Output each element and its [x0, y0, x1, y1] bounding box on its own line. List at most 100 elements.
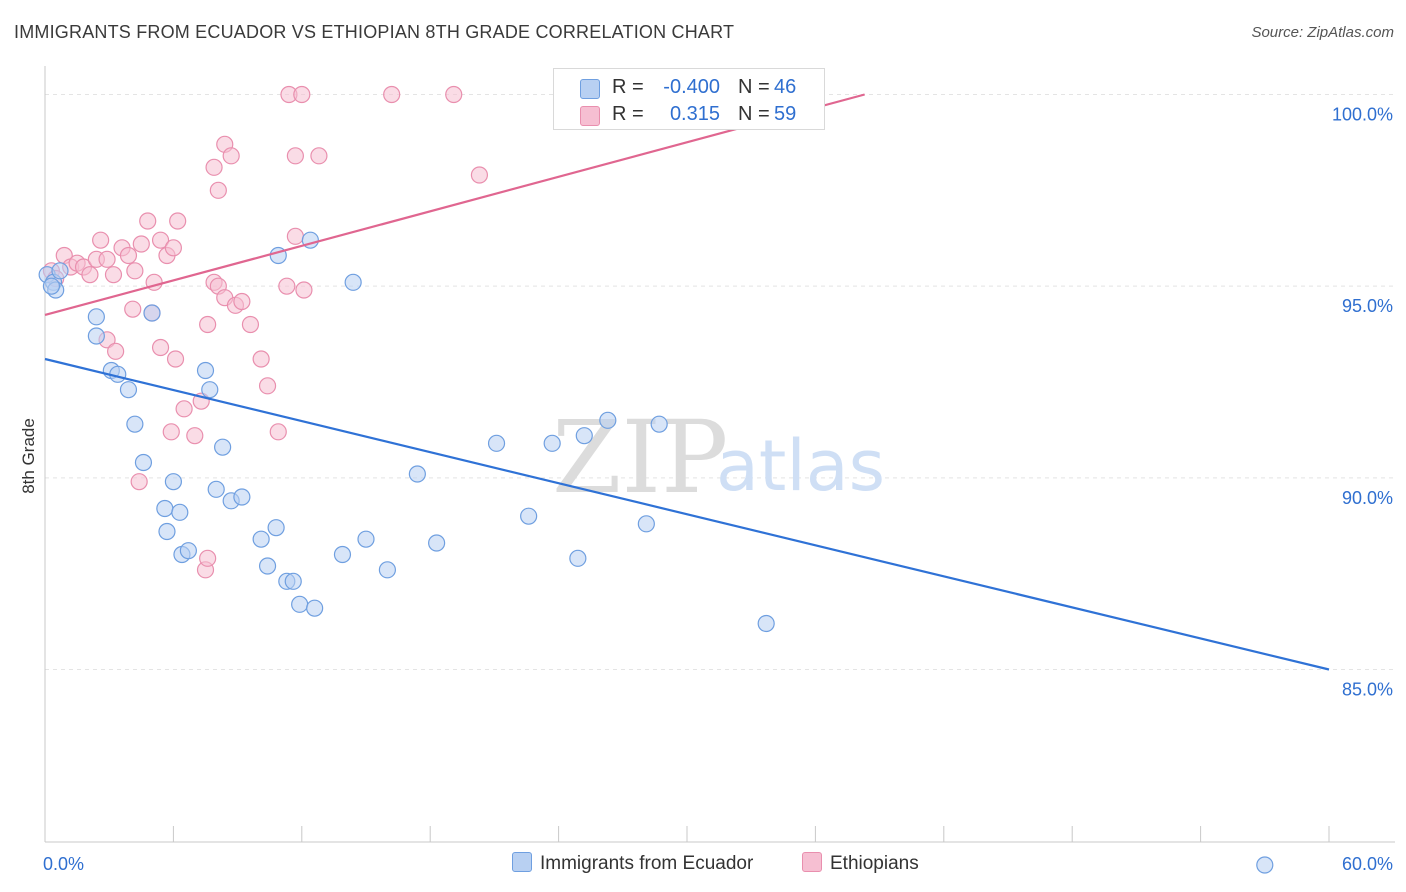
ecuador-point	[757, 614, 775, 633]
ecuador-point	[408, 465, 426, 483]
ecuador-point	[569, 549, 587, 567]
ecuador-point	[267, 519, 285, 537]
ecuador-point	[487, 434, 506, 452]
x-tick-label: 0.0%	[43, 854, 84, 874]
ethiopians-point	[164, 239, 182, 257]
ethiopians-point	[286, 147, 304, 165]
ethiopians-point	[205, 158, 223, 176]
ecuador-point	[428, 534, 446, 552]
ethiopians-point	[98, 250, 116, 268]
ecuador-point	[637, 515, 655, 533]
ethiopians-point	[104, 266, 123, 284]
ethiopians-point	[139, 212, 157, 230]
ethiopians-point	[295, 281, 313, 299]
ethiopians-point	[445, 85, 463, 104]
ecuador-point	[207, 480, 225, 498]
ethiopians-point	[222, 147, 240, 165]
grid-lines	[45, 94, 1395, 670]
ethiopians-point	[124, 300, 142, 318]
ecuador-point	[164, 473, 182, 491]
trend-lines	[44, 93, 1330, 671]
ethiopians-point	[293, 85, 311, 104]
legend-row-ecuador: R = -0.400 N = 46	[554, 73, 824, 101]
ethiopians-point	[175, 400, 193, 418]
ethiopians-point	[107, 342, 125, 360]
ecuador-swatch	[580, 79, 600, 99]
ethiopians-point	[258, 377, 277, 395]
ecuador-point	[126, 415, 144, 433]
ecuador-point	[378, 561, 396, 579]
ethiopians-point	[162, 423, 180, 441]
ethiopians-point	[166, 350, 185, 368]
ethiopians-legend-label: Ethiopians	[830, 853, 919, 874]
ethiopians-point	[269, 423, 287, 441]
ecuador-point	[87, 308, 105, 326]
ecuador-point	[51, 262, 69, 280]
ecuador-point	[258, 557, 277, 575]
ethiopians-point	[383, 85, 401, 104]
ecuador-point	[42, 277, 61, 295]
y-tick-label: 90.0%	[1342, 488, 1393, 508]
bottom-legend-ecuador[interactable]: Immigrants from Ecuador	[512, 852, 753, 875]
ethiopians-legend-swatch	[802, 852, 822, 872]
ecuador-point	[119, 381, 138, 399]
ecuador-point	[201, 381, 219, 399]
watermark-zip: ZIP	[552, 399, 728, 516]
ethiopians-point	[233, 292, 251, 311]
source-credit: Source: ZipAtlas.com	[1251, 24, 1394, 41]
ecuador-point	[291, 595, 309, 613]
n-label: N =	[738, 76, 770, 98]
ethiopians-swatch	[580, 106, 600, 126]
ethiopians-point	[286, 227, 304, 245]
ecuador-point	[171, 503, 189, 521]
ethiopians-point	[278, 277, 296, 295]
ecuador-point	[233, 488, 251, 506]
y-tick-label: 85.0%	[1342, 680, 1393, 700]
ecuador-point	[214, 438, 232, 456]
r-value: -0.400	[663, 76, 720, 98]
ecuador-point	[650, 415, 668, 433]
ethiopians-point	[81, 266, 99, 284]
ecuador-point	[1256, 856, 1274, 874]
ecuador-trend-line	[44, 357, 1330, 671]
r-label: R =	[612, 103, 644, 125]
ecuador-point	[333, 545, 352, 564]
y-tick-label: 95.0%	[1342, 296, 1393, 316]
y-tick-label: 100.0%	[1332, 105, 1393, 125]
ecuador-legend-label: Immigrants from Ecuador	[540, 853, 754, 874]
y-axis-label: 8th Grade	[19, 418, 38, 494]
ecuador-point	[284, 572, 302, 590]
ecuador-legend-swatch	[512, 852, 532, 872]
ethiopians-trend-line	[44, 93, 865, 316]
ethiopians-point	[470, 166, 489, 184]
ecuador-point	[599, 411, 617, 429]
n-value: 46	[774, 76, 797, 98]
ethiopians-point	[151, 338, 170, 357]
ecuador-point	[306, 599, 324, 617]
ecuador-point	[357, 530, 375, 548]
legend-row-ethiopians: R = 0.315 N = 59	[554, 100, 824, 128]
ecuador-point	[134, 453, 153, 472]
ethiopians-point	[92, 231, 110, 249]
ecuador-point	[196, 361, 215, 380]
bottom-legend-ethiopians[interactable]: Ethiopians	[802, 852, 919, 875]
ecuador-point	[575, 427, 593, 445]
ethiopians-point	[199, 549, 217, 567]
ecuador-point	[344, 273, 362, 291]
ethiopians-point	[186, 427, 204, 445]
ecuador-point	[158, 522, 176, 541]
ethiopians-point	[126, 262, 144, 280]
x-tick-label: 60.0%	[1342, 854, 1393, 874]
ethiopians-point	[310, 147, 328, 165]
ecuador-point	[252, 530, 270, 548]
ethiopians-point	[119, 246, 138, 265]
ecuador-points	[38, 231, 1274, 874]
ethiopians-point	[169, 212, 187, 230]
stats-legend: R = -0.400 N = 46 R = 0.315 N = 59	[553, 68, 825, 130]
ethiopians-point	[130, 473, 148, 491]
tick-labels: 85.0% 90.0% 95.0% 100.0% 0.0% 60.0%	[43, 105, 1393, 875]
ethiopians-point	[241, 315, 260, 334]
ecuador-point	[87, 327, 105, 345]
ecuador-point	[179, 542, 197, 560]
